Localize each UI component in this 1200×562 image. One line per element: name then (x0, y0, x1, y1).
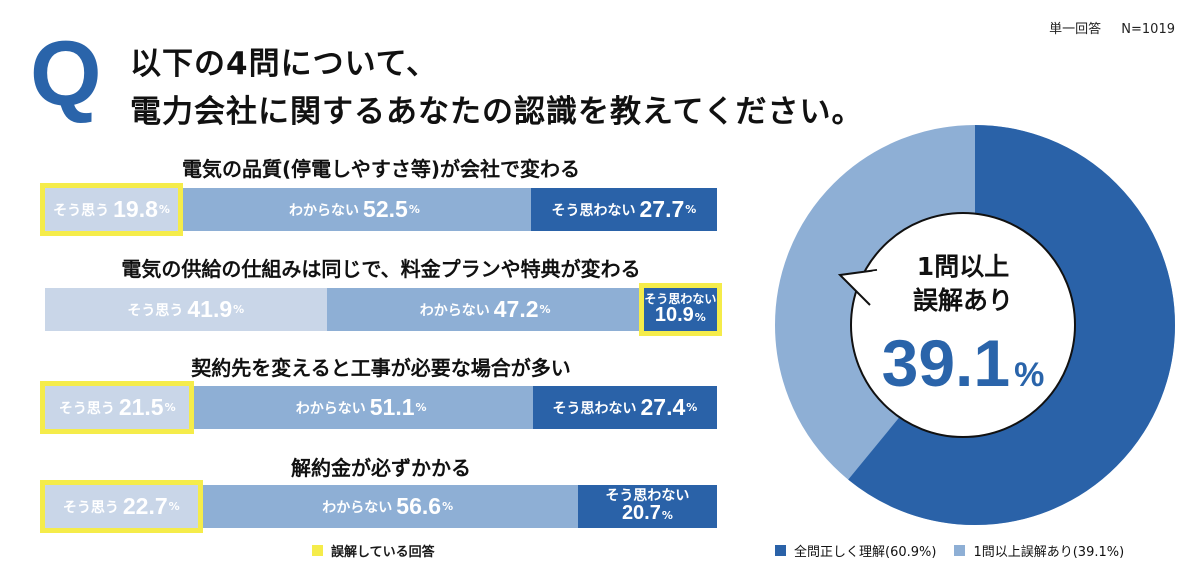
stacked-bar: そう思う 41.9 % わからない 47.2 % そう思わない 10.9% (45, 283, 722, 336)
segment-label: わからない (322, 499, 393, 516)
stacked-bar: そう思う 21.5 % わからない 51.1 % そう思わない 27.4 % (39, 381, 717, 434)
segment-label: そう思う (58, 400, 115, 417)
donut-legend: 全問正しく理解(60.9%) 1問以上誤解あり(39.1%) (775, 541, 1142, 560)
segment-agree: そう思う 19.8 % (39, 183, 184, 236)
segment-label: そう思わない (605, 487, 690, 504)
segment-pct: % (164, 401, 176, 414)
answer-type: 単一回答 (1049, 22, 1102, 37)
page-title: 以下の4問について、 電力会社に関するあなたの認識を教えてください。 (130, 40, 864, 136)
legend-swatch-light (954, 545, 966, 556)
legend-label: 1問以上誤解あり(39.1%) (973, 545, 1125, 560)
segment-label: そう思わない (551, 202, 636, 219)
center-pct: % (1014, 356, 1045, 394)
segment-value: 22.7 (122, 493, 168, 519)
segment-value: 52.5 (363, 196, 408, 222)
sample-size: N=1019 (1121, 22, 1175, 37)
segment-value: 41.9 (187, 296, 233, 322)
donut-center-label: 1問以上 誤解あり (775, 250, 1151, 318)
segment-label: そう思う (127, 302, 184, 319)
question-label: 電気の品質(停電しやすさ等)が会社で変わる (181, 157, 581, 181)
segment-value: 10.9 (654, 304, 694, 327)
segment-disagree: そう思わない 10.9% (638, 283, 722, 336)
segment-unknown: わからない 47.2 % (326, 288, 644, 331)
q-mark: Q (30, 23, 102, 125)
legend-swatch-dark (775, 545, 786, 556)
title-line-1: 以下の4問について、 (130, 46, 439, 82)
segment-value: 51.1 (369, 394, 415, 420)
segment-agree: そう思う 21.5 % (39, 381, 195, 434)
segment-value: 56.6 (396, 493, 442, 519)
segment-pct: % (539, 303, 551, 316)
center-value: 39.1 (881, 326, 1011, 400)
segment-label: わからない (419, 302, 490, 319)
title-line-2: 電力会社に関するあなたの認識を教えてください。 (130, 94, 864, 130)
question-label: 解約金が必ずかかる (291, 456, 471, 480)
segment-disagree: そう思わない 20.7% (577, 485, 717, 528)
segment-pct: % (158, 203, 170, 216)
segment-unknown: わからない 52.5 % (178, 188, 531, 231)
segment-pct: % (694, 311, 706, 325)
segment-label: そう思う (53, 202, 110, 219)
question-label: 電気の供給の仕組みは同じで、料金プランや特典が変わる (121, 257, 641, 281)
donut-graphic (775, 125, 1175, 525)
segment-pct: % (415, 401, 427, 414)
legend-item-misunderstood: 1問以上誤解あり(39.1%) (954, 541, 1124, 560)
segment-disagree: そう思わない 27.4 % (532, 386, 717, 429)
segment-pct: % (168, 500, 180, 513)
segment-value: 47.2 (493, 296, 539, 322)
center-line-2: 誤解あり (912, 286, 1013, 315)
segment-pct: % (685, 203, 697, 216)
center-line-1: 1問以上 (916, 252, 1010, 281)
segment-value: 27.7 (639, 196, 685, 222)
segment-unknown: わからない 56.6 % (197, 485, 578, 528)
segment-pct: % (686, 401, 698, 414)
segment-value: 21.5 (118, 394, 164, 420)
stacked-bar: そう思う 19.8 % わからない 52.5 % そう思わない 27.7 % (39, 183, 717, 236)
segment-agree: そう思う 41.9 % (45, 288, 327, 331)
survey-meta: 単一回答 N=1019 (1049, 18, 1175, 37)
segment-label: そう思わない (644, 291, 717, 306)
segment-label: わからない (289, 202, 360, 219)
legend-label: 全問正しく理解(60.9%) (794, 545, 937, 560)
segment-value: 19.8 (113, 196, 158, 222)
segment-label: わからない (295, 400, 366, 417)
legend-item-correct: 全問正しく理解(60.9%) (775, 541, 936, 560)
question-label: 契約先を変えると工事が必要な場合が多い (191, 356, 571, 380)
segment-disagree: そう思わない 27.7 % (530, 188, 717, 231)
segment-label: そう思う (62, 499, 119, 516)
segment-agree: そう思う 22.7 % (40, 480, 203, 533)
donut-chart: 1問以上 誤解あり 39.1% (775, 125, 1175, 525)
segment-pct: % (442, 500, 454, 513)
stacked-bar: そう思う 22.7 % わからない 56.6 % そう思わない 20.7% (40, 480, 717, 533)
segment-value: 20.7 (621, 502, 661, 525)
segment-pct: % (408, 203, 420, 216)
segment-label: そう思わない (552, 400, 637, 417)
legend-swatch-yellow (312, 545, 323, 556)
segment-pct: % (661, 509, 673, 523)
legend-label: 誤解している回答 (331, 545, 435, 560)
donut-center-value: 39.1% (775, 325, 1151, 401)
segment-pct: % (233, 303, 245, 316)
legend-misconception: 誤解している回答 (312, 541, 435, 560)
segment-value: 27.4 (640, 394, 686, 420)
segment-unknown: わからない 51.1 % (189, 386, 533, 429)
